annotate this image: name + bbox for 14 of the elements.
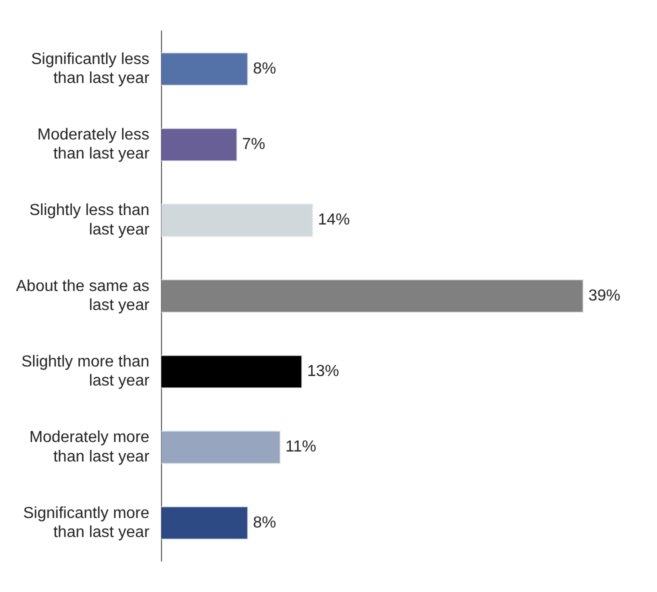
data-label: 11% <box>285 438 316 456</box>
y-tick-label: Moderately less than last year <box>37 126 150 163</box>
y-tick-label: Slightly less than last year <box>29 202 150 238</box>
data-label: 39% <box>588 287 620 304</box>
data-label: 14% <box>318 212 350 229</box>
data-label: 13% <box>307 363 340 380</box>
y-tick-label: Significantly more than last year <box>23 504 150 541</box>
data-label: 8% <box>252 60 276 78</box>
y-tick-label: Slightly more than last year <box>21 353 150 390</box>
data-label: 7% <box>242 136 266 154</box>
y-tick-label: About the same as last year <box>16 278 150 314</box>
data-label: 8% <box>252 514 276 532</box>
y-tick-label: Significantly less than last year <box>31 50 150 88</box>
y-tick-label: Moderately more than last year <box>29 429 150 466</box>
